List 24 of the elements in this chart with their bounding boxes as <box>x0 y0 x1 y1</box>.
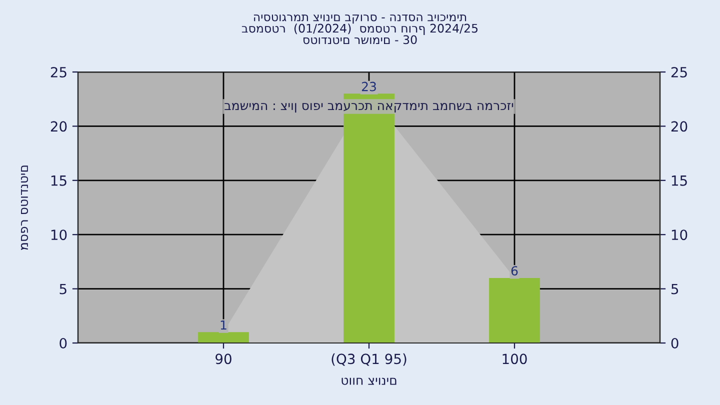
y2-tick-label: 0 <box>671 338 678 348</box>
y2-tick-label: 10 <box>672 230 688 240</box>
y-tick-label: 0 <box>60 338 67 348</box>
y-tick-label: 5 <box>60 284 66 294</box>
data-label: 23 <box>362 82 376 92</box>
bar <box>198 332 249 343</box>
y2-tick-label: 25 <box>671 66 687 78</box>
y2-tick-label: 15 <box>672 176 687 186</box>
x-axis-title: טווח ציונים <box>342 378 396 385</box>
annotation: במשימה : ציון סופי במערכת האקדמית במחשב המרכזי <box>224 103 514 113</box>
chart-title: היסטוגרמת ציונים בקורס - הנדסה ביוכימית בסמסטר (01/2024) סמסטר חורף 2024/25 סטודנטים רשומים - 30 <box>242 14 478 44</box>
x-tick-label: 90 <box>216 354 232 364</box>
bar <box>489 278 540 343</box>
y2-tick-label: 20 <box>671 121 688 132</box>
y-tick-label: 25 <box>50 66 66 78</box>
data-label: 1 <box>220 320 226 330</box>
y-tick-label: 10 <box>51 230 67 240</box>
x-tick-label: 100 <box>502 354 527 364</box>
y-tick-label: 20 <box>50 121 67 132</box>
data-label: 6 <box>511 266 518 276</box>
y2-tick-label: 5 <box>671 284 678 294</box>
x-tick-label: (Q3 Q1 95) <box>332 353 406 366</box>
y-axis-title: מספר סטודנטים <box>20 166 28 250</box>
y-tick-label: 15 <box>51 176 66 186</box>
